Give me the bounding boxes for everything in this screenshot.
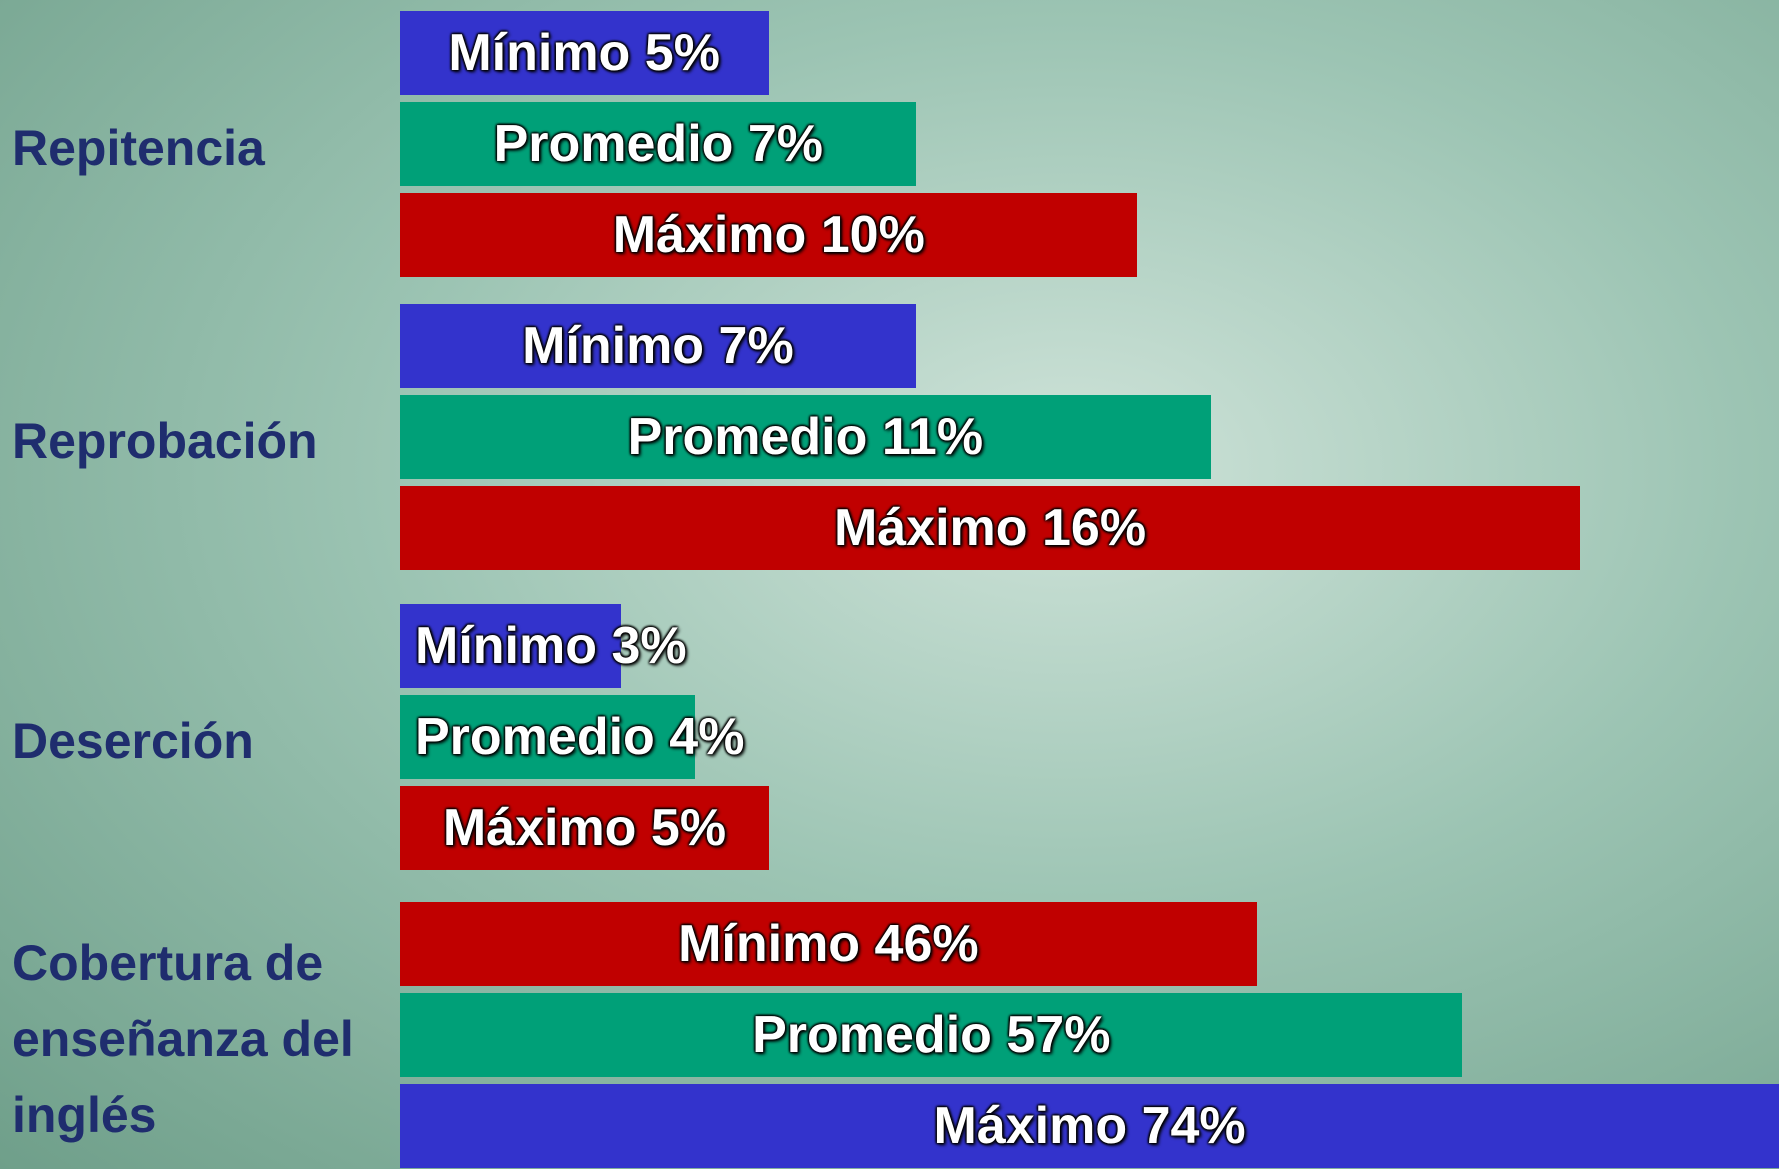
bar xyxy=(400,902,1258,986)
bar-label: Mínimo 5% xyxy=(448,11,720,95)
value-label: 5% xyxy=(644,24,720,82)
value-label: 74% xyxy=(1141,1097,1246,1155)
value-label: 5% xyxy=(650,799,727,857)
bar xyxy=(400,993,1463,1077)
bar-label: Mínimo 46% xyxy=(678,902,979,986)
category-label: Máximo xyxy=(612,206,807,264)
bar xyxy=(400,486,1580,570)
category-label: Máximo xyxy=(833,499,1028,557)
bar-label: Promedio 7% xyxy=(494,102,823,186)
value-label: 11% xyxy=(881,408,984,466)
group-title: Reprobación xyxy=(12,412,318,469)
bar xyxy=(400,604,622,688)
bar xyxy=(400,1084,1779,1168)
bar xyxy=(400,786,769,870)
value-label: 7% xyxy=(718,317,794,375)
category-label: Promedio xyxy=(627,408,868,466)
value-label: 4% xyxy=(669,708,745,766)
group-title: Cobertura de enseñanza del inglés xyxy=(12,934,354,1143)
bar-label: Máximo 16% xyxy=(834,486,1146,570)
bar-label: Promedio 4% xyxy=(415,695,744,779)
bar xyxy=(400,193,1138,277)
category-label: Promedio xyxy=(415,708,655,766)
bar-label: Máximo 10% xyxy=(613,193,925,277)
value-label: 7% xyxy=(747,115,824,173)
bar xyxy=(400,11,769,95)
category-label: Promedio xyxy=(752,1006,992,1064)
value-label: 3% xyxy=(611,617,687,675)
bar-label: Mínimo 7% xyxy=(522,304,794,388)
bar xyxy=(400,102,917,186)
group-title: Deserción xyxy=(12,712,254,769)
value-label: 46% xyxy=(874,915,979,973)
category-label: Máximo xyxy=(933,1097,1128,1155)
bar-label: Mínimo 3% xyxy=(415,604,687,688)
category-label: Mínimo xyxy=(522,317,705,375)
bar xyxy=(400,395,1212,479)
category-label: Mínimo xyxy=(415,617,597,675)
bar xyxy=(400,304,917,388)
bar-label: Promedio 57% xyxy=(752,993,1110,1077)
value-label: 57% xyxy=(1006,1006,1111,1064)
bar-label: Máximo 74% xyxy=(934,1084,1246,1168)
value-label: 16% xyxy=(1042,499,1147,557)
bar-label: Máximo 5% xyxy=(443,786,726,870)
bar-label: Promedio 11% xyxy=(628,395,984,479)
bar xyxy=(400,695,695,779)
group-title: Repitencia xyxy=(12,119,265,176)
category-label: Mínimo xyxy=(448,24,631,82)
category-label: Máximo xyxy=(442,799,637,857)
category-label: Promedio xyxy=(493,115,734,173)
value-label: 10% xyxy=(820,206,925,264)
category-label: Mínimo xyxy=(678,915,861,973)
